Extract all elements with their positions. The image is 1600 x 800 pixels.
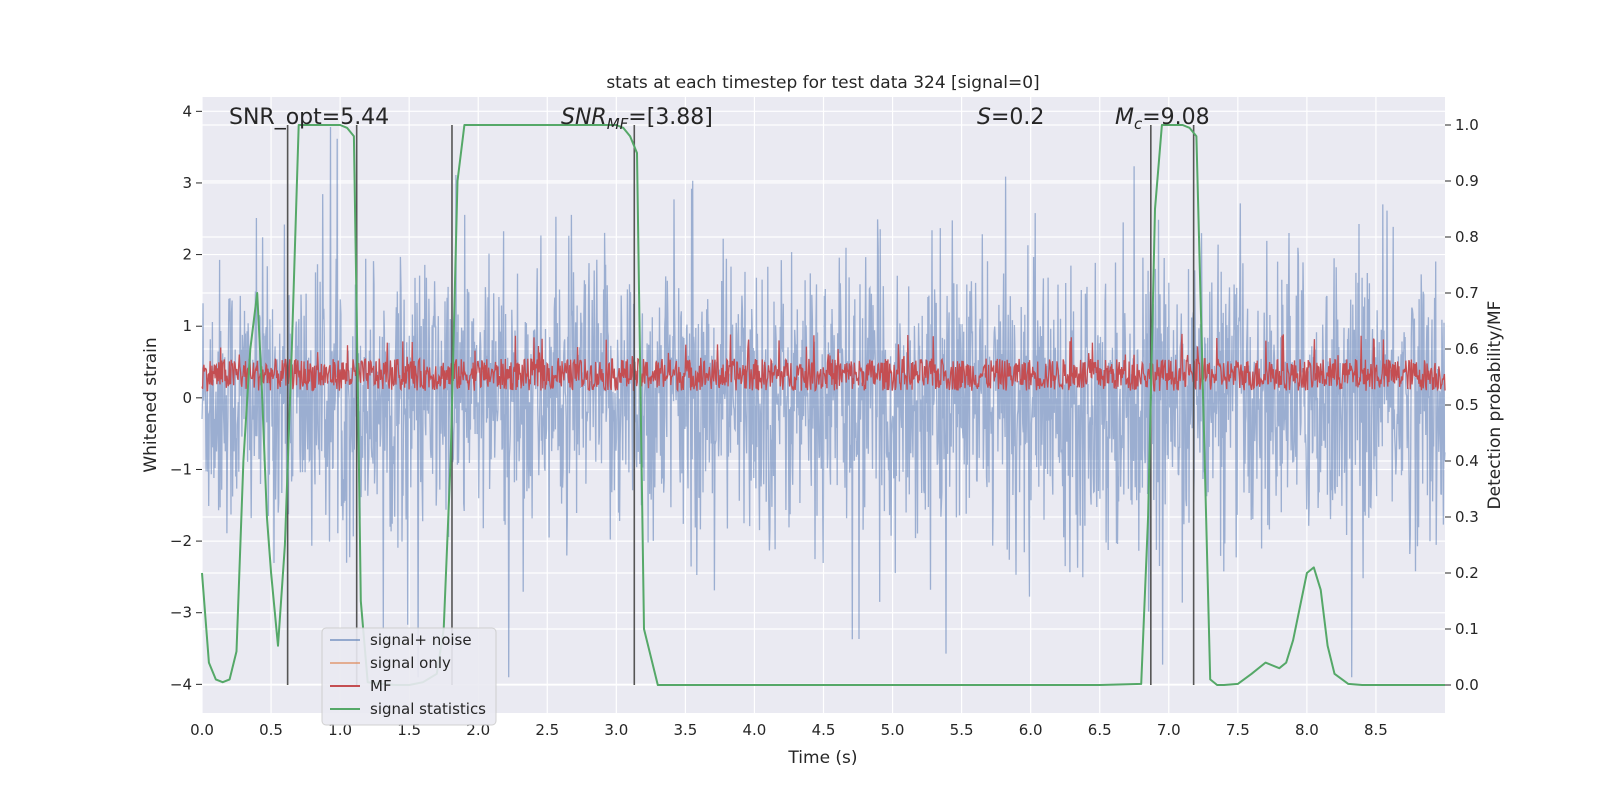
mf-line xyxy=(201,333,1446,393)
mf-trace xyxy=(201,333,1446,393)
x-tick-label: 4.5 xyxy=(812,721,836,739)
x-tick-label: 3.5 xyxy=(673,721,697,739)
annotation-s: S=0.2 xyxy=(977,105,1044,130)
y-tick-label-left: −3 xyxy=(170,604,192,622)
signal-noise-trace xyxy=(201,126,1446,678)
signal-statistics-line xyxy=(201,124,1445,686)
x-tick-label: 5.5 xyxy=(950,721,974,739)
y-tick-label-left: 1 xyxy=(182,317,192,335)
x-tick-label: 2.5 xyxy=(535,721,559,739)
x-tick-label: 3.0 xyxy=(604,721,628,739)
y-tick-label-right: 0.7 xyxy=(1455,284,1479,302)
annotation-snr-mf: SNRMF=[3.88] xyxy=(561,105,713,133)
y-tick-label-right: 1.0 xyxy=(1455,116,1479,134)
x-axis-label: Time (s) xyxy=(787,748,857,768)
legend-label-signal-noise: signal+ noise xyxy=(370,631,472,649)
y-tick-label-right: 0.9 xyxy=(1455,172,1479,190)
y-tick-label-right: 0.3 xyxy=(1455,508,1479,526)
y-tick-label-right: 0.8 xyxy=(1455,228,1479,246)
y-tick-label-right: 0.1 xyxy=(1455,620,1479,638)
annotations: SNR_opt=5.44 SNRMF=[3.88] S=0.2 Mc=9.08 xyxy=(229,105,1210,133)
y-tick-label-right: 0.2 xyxy=(1455,564,1479,582)
x-tick-label: 7.0 xyxy=(1157,721,1181,739)
legend: signal+ noise signal only MF signal stat… xyxy=(321,627,497,726)
x-tick-label: 8.5 xyxy=(1364,721,1388,739)
x-tick-label: 5.0 xyxy=(881,721,905,739)
x-tick-label: 8.0 xyxy=(1295,721,1319,739)
y-tick-label-left: −2 xyxy=(170,532,192,550)
y-tick-label-right: 0.6 xyxy=(1455,340,1479,358)
y-tick-label-left: −4 xyxy=(170,675,192,693)
chart-title: stats at each timestep for test data 324… xyxy=(606,73,1039,93)
y-tick-label-left: 4 xyxy=(182,102,192,120)
left-axis-label: Whitened strain xyxy=(141,337,161,472)
x-tick-label: 0.0 xyxy=(190,721,214,739)
legend-label-mf: MF xyxy=(370,677,392,695)
legend-label-signal-statistics: signal statistics xyxy=(370,700,486,718)
tick-labels: 0.0 0.5 1.0 1.5 2.0 2.5 3.0 3.5 4.0 4.5 5.0 5.5 6.0 6… xyxy=(170,102,1479,739)
x-tick-label: 7.5 xyxy=(1226,721,1250,739)
signal-statistics-trace xyxy=(201,124,1445,686)
y-tick-label-right: 0.5 xyxy=(1455,396,1479,414)
annotation-snr-opt: SNR_opt=5.44 xyxy=(229,105,389,130)
y-tick-label-right: 0.0 xyxy=(1455,676,1479,694)
signal-noise-line xyxy=(201,126,1446,678)
annotation-mc: Mc=9.08 xyxy=(1115,105,1210,133)
x-tick-label: 4.0 xyxy=(743,721,767,739)
x-tick-label: 6.0 xyxy=(1019,721,1043,739)
legend-label-signal-only: signal only xyxy=(370,654,451,672)
y-tick-label-left: 3 xyxy=(182,174,192,192)
y-tick-label-right: 0.4 xyxy=(1455,452,1479,470)
right-axis-label: Detection probability/MF xyxy=(1485,301,1505,510)
x-tick-label: 0.5 xyxy=(259,721,283,739)
x-tick-label: 6.5 xyxy=(1088,721,1112,739)
legend-box xyxy=(321,627,497,726)
y-tick-label-left: 2 xyxy=(182,246,192,264)
y-tick-label-left: −1 xyxy=(170,460,192,478)
y-tick-label-left: 0 xyxy=(182,389,192,407)
